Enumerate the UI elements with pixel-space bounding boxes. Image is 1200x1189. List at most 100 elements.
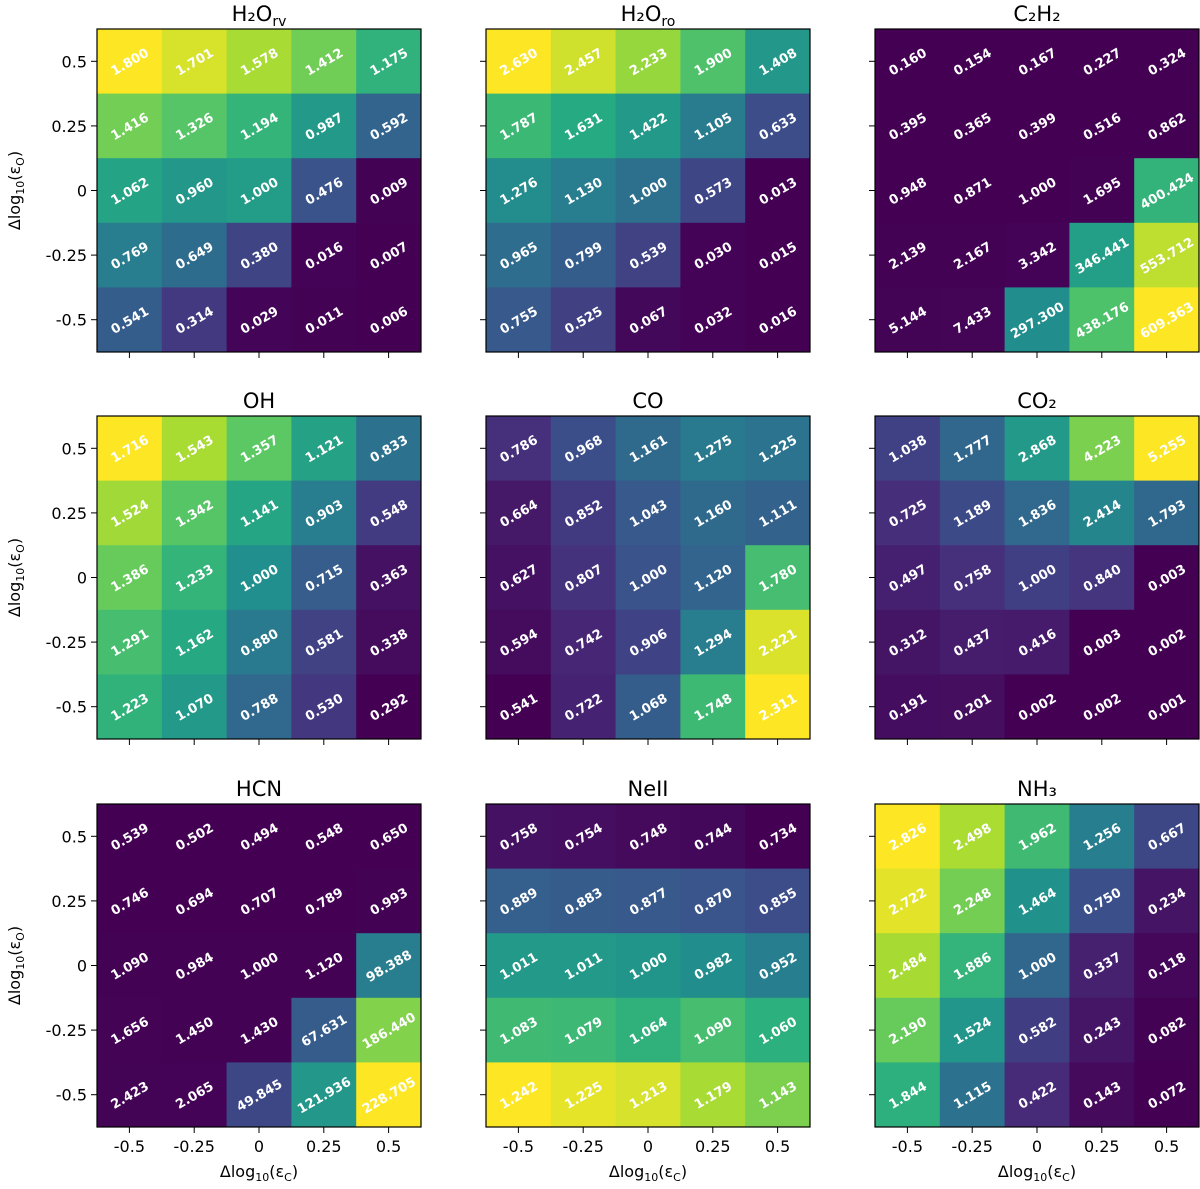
heatmap-cell (1134, 416, 1200, 482)
heatmap-cell (161, 674, 228, 740)
x-tick-label: 0.25 (306, 1137, 342, 1156)
heatmap-cell (226, 933, 292, 999)
heatmap-cell (161, 29, 228, 95)
heatmap-cell (97, 804, 163, 870)
heatmap-cell (1069, 545, 1135, 611)
heatmap-cell (486, 287, 552, 353)
heatmap-cell (161, 287, 228, 353)
y-tick-label: -0.25 (46, 246, 87, 265)
heatmap-cell (680, 545, 746, 611)
panel-title: CO₂ (1017, 389, 1057, 413)
heatmap-cell (550, 416, 617, 482)
heatmap-cell (550, 1062, 617, 1128)
heatmap-cell (226, 416, 292, 482)
y-tick-label: -0.5 (56, 311, 87, 330)
x-tick-label: -0.5 (503, 1137, 534, 1156)
heatmap-cell (875, 480, 941, 546)
heatmap-cell (745, 674, 811, 740)
heatmap-cell (550, 609, 617, 675)
heatmap-cell (161, 1062, 228, 1128)
heatmap-cell (226, 804, 292, 870)
heatmap-cell (291, 480, 357, 546)
heatmap-cell (939, 545, 1006, 611)
heatmap-cell (745, 804, 811, 870)
heatmap-cell (615, 997, 681, 1063)
heatmap-cell (97, 674, 163, 740)
heatmap-cell (1004, 29, 1070, 95)
y-axis-label: Δlog10(εO) (5, 151, 27, 230)
heatmap-cell (615, 674, 681, 740)
heatmap-cell (1004, 287, 1070, 353)
heatmap-cell (1134, 997, 1200, 1063)
panel-title: CO (632, 389, 663, 413)
heatmap-cell (1004, 222, 1070, 288)
heatmap-cell (615, 545, 681, 611)
heatmap-cell (1069, 222, 1135, 288)
heatmap-cell (745, 287, 811, 353)
heatmap-cell (550, 804, 617, 870)
heatmap-cell (1069, 158, 1135, 224)
heatmap-cell (875, 609, 941, 675)
y-tick-label: 0 (77, 569, 87, 588)
heatmap-cell (486, 416, 552, 482)
heatmap-cell (486, 29, 552, 95)
heatmap-cell (680, 997, 746, 1063)
heatmap-cell (615, 93, 681, 159)
heatmap-cell (939, 868, 1006, 934)
heatmap-cell (356, 287, 422, 353)
heatmap-cell (486, 933, 552, 999)
heatmap-cell (161, 545, 228, 611)
heatmap-cell (291, 545, 357, 611)
heatmap-cell (226, 674, 292, 740)
heatmap-cell (486, 480, 552, 546)
heatmap-cell (875, 93, 941, 159)
heatmap-cell (291, 29, 357, 95)
panel-title: H₂Orv (232, 2, 287, 30)
x-tick-label: 0 (254, 1137, 264, 1156)
heatmap-cell (97, 933, 163, 999)
heatmap-cell (875, 804, 941, 870)
heatmap-cell (1069, 29, 1135, 95)
heatmap-cell (97, 287, 163, 353)
heatmap-cell (161, 480, 228, 546)
heatmap-cell (939, 158, 1006, 224)
heatmap-cell (226, 29, 292, 95)
heatmap-cell (1004, 416, 1070, 482)
heatmap-cell (939, 480, 1006, 546)
y-axis-label: Δlog10(εO) (5, 538, 27, 617)
heatmap-cell (745, 1062, 811, 1128)
x-axis-label: Δlog10(εC) (220, 1162, 298, 1184)
heatmap-cell (97, 997, 163, 1063)
heatmap-cell (550, 158, 617, 224)
heatmap-cell (486, 997, 552, 1063)
heatmap-cell (291, 93, 357, 159)
heatmap-cell (680, 804, 746, 870)
heatmap-cell (615, 1062, 681, 1128)
heatmap-cell (550, 997, 617, 1063)
heatmap-cell (680, 416, 746, 482)
y-tick-label: 0 (77, 957, 87, 976)
heatmap-cell (1134, 93, 1200, 159)
heatmap-cell (939, 222, 1006, 288)
heatmap-cell (939, 1062, 1006, 1128)
heatmap-cell (939, 287, 1006, 353)
heatmap-cell (745, 29, 811, 95)
heatmap-cell (745, 609, 811, 675)
y-tick-label: 0.25 (51, 892, 87, 911)
x-tick-label: -0.5 (892, 1137, 923, 1156)
x-tick-label: 0.25 (1084, 1137, 1120, 1156)
heatmap-cell (291, 287, 357, 353)
heatmap-cell (226, 609, 292, 675)
heatmap-cell (875, 545, 941, 611)
heatmap-cell (680, 287, 746, 353)
heatmap-cell (161, 416, 228, 482)
x-tick-label: 0 (1032, 1137, 1042, 1156)
heatmap-cell (615, 868, 681, 934)
heatmap-cell (550, 222, 617, 288)
heatmap-cell (356, 545, 422, 611)
heatmap-cell (97, 1062, 163, 1128)
heatmap-cell (161, 222, 228, 288)
heatmap-cell (356, 868, 422, 934)
panel-title: HCN (236, 777, 282, 801)
heatmap-cell (875, 868, 941, 934)
